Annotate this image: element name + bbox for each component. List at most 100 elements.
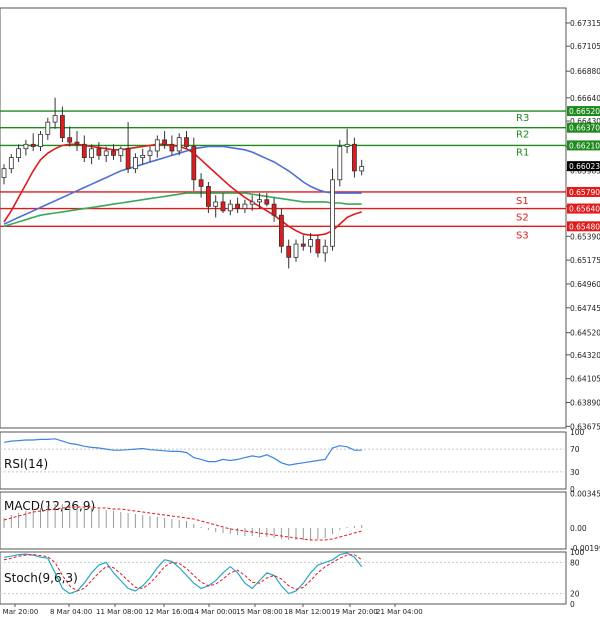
price-tick-label: 0.64520 — [570, 329, 600, 338]
rsi-pane-frame — [0, 431, 567, 490]
time-tick-label: 14 Mar 00:00 — [190, 608, 237, 616]
candle-body — [315, 239, 321, 254]
candle-body — [337, 146, 343, 181]
candle-body — [308, 239, 314, 247]
candle-body — [169, 143, 175, 152]
ma-slow-line — [3, 192, 362, 228]
rsi-tick-label: 30 — [570, 468, 580, 477]
candle-body — [23, 143, 29, 150]
candle-body — [249, 201, 255, 205]
level-price-text-s3: 0.65480 — [569, 222, 600, 231]
candle-body — [184, 137, 189, 147]
price-tick-label: 0.64745 — [570, 304, 600, 313]
candle-body — [235, 203, 241, 209]
time-tick-label: 8 Mar 04:00 — [50, 608, 92, 616]
candle-body — [359, 166, 365, 172]
level-label-s3: S3 — [516, 230, 529, 241]
candle-body — [52, 115, 58, 123]
candle-body — [103, 150, 109, 156]
candle-body — [220, 201, 226, 212]
price-tick-label: 0.65175 — [570, 256, 600, 265]
candle-body — [154, 139, 160, 152]
level-price-text-s1: 0.65790 — [569, 188, 600, 197]
current-price-text: 0.66023 — [569, 162, 600, 171]
candle-body — [293, 243, 299, 258]
candle-body — [16, 148, 22, 159]
time-tick-label: 21 Mar 04:00 — [376, 608, 423, 616]
time-tick-label: 11 Mar 08:00 — [96, 608, 143, 616]
level-label-s1: S1 — [516, 196, 529, 207]
candle-body — [227, 203, 233, 212]
candle-body — [67, 137, 73, 143]
rsi-tick-label: 100 — [570, 428, 585, 437]
current-price-tag — [567, 161, 600, 172]
candle-body — [271, 203, 277, 216]
price-pane: 0.67315 0.67105 0.66880 0.66640 0.66430 0.662… — [0, 7, 600, 431]
price-tick-label: 0.65390 — [570, 232, 600, 241]
price-tick-label: 0.67315 — [570, 19, 600, 28]
macd-pane: MACD(12,26,9) 0.003451 0.00 -0.001999 — [0, 489, 600, 553]
candle-body — [45, 121, 51, 135]
price-tick-label: 0.64105 — [570, 375, 600, 384]
candle-body — [132, 157, 138, 170]
stoch-tick-label: 100 — [570, 548, 585, 557]
price-tick-label: 0.66880 — [570, 67, 600, 76]
level-label-r2: R2 — [516, 130, 529, 141]
stoch-tick-label: 0 — [570, 600, 575, 609]
level-price-tag-r3 — [567, 106, 600, 117]
candle-body — [74, 141, 80, 145]
candle-body — [125, 148, 131, 170]
macd-title: MACD(12,26,9) — [4, 499, 95, 513]
level-price-tag-s2 — [567, 203, 600, 214]
time-tick-label: 12 Mar 16:00 — [145, 608, 192, 616]
candle-body — [118, 148, 124, 156]
candle-body — [176, 137, 182, 152]
candle-body — [96, 148, 102, 156]
level-price-tag-r1 — [567, 140, 600, 151]
price-tick-label: 0.64320 — [570, 351, 600, 360]
time-axis: 7 Mar 20:00 8 Mar 04:00 11 Mar 08:00 12 Mar… — [0, 604, 423, 616]
time-tick-label: 7 Mar 20:00 — [0, 608, 38, 616]
macd-pane-frame — [0, 491, 567, 550]
candle-body — [89, 148, 94, 159]
candle-body — [300, 243, 306, 247]
stoch-pane-frame — [0, 551, 567, 605]
candle-body — [140, 154, 146, 159]
candle-body — [1, 168, 7, 178]
candle-body — [111, 150, 116, 156]
rsi-tick-label: 70 — [570, 445, 580, 454]
candle-body — [198, 179, 204, 187]
ma-fast-line — [3, 143, 362, 236]
price-pane-frame — [0, 7, 567, 429]
level-price-text-r1: 0.66210 — [569, 141, 600, 150]
candle-body — [30, 143, 36, 147]
level-price-tag-s1 — [567, 186, 600, 197]
level-label-r1: R1 — [516, 147, 529, 158]
candle-body — [81, 143, 87, 159]
stoch-tick-label: 20 — [570, 590, 580, 599]
candle-body — [257, 199, 262, 203]
time-tick-label: 15 Mar 08:00 — [236, 608, 283, 616]
rsi-pane: RSI(14) 100 70 30 0 — [0, 428, 585, 494]
candle-body — [162, 139, 168, 145]
rsi-tick-label: 0 — [570, 485, 575, 494]
level-price-tag-r2 — [567, 122, 600, 133]
candle-body — [60, 115, 65, 139]
candle-body — [242, 203, 248, 209]
stoch-tick-label: 80 — [570, 558, 580, 567]
level-label-r3: R3 — [516, 113, 529, 124]
level-label-s2: S2 — [516, 213, 529, 224]
rsi-line — [3, 438, 362, 466]
level-price-tag-s3 — [567, 221, 600, 232]
price-tick-label: 0.63675 — [570, 422, 600, 431]
candle-body — [213, 201, 219, 207]
price-tick-label: 0.64960 — [570, 280, 600, 289]
candle-body — [330, 179, 335, 247]
level-price-text-s2: 0.65640 — [569, 205, 600, 214]
stoch-d-line — [3, 554, 362, 592]
macd-tick-label: -0.001999 — [570, 544, 600, 553]
price-tick-label: 0.63890 — [570, 399, 600, 408]
candle-body — [344, 143, 350, 147]
